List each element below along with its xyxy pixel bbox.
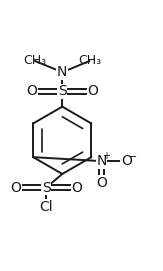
Text: O: O [121, 154, 132, 168]
Text: O: O [87, 85, 98, 98]
Text: CH₃: CH₃ [78, 54, 101, 67]
Text: O: O [71, 180, 82, 195]
Text: S: S [58, 85, 67, 98]
Text: O: O [96, 176, 107, 190]
Text: Cl: Cl [39, 200, 53, 214]
Text: S: S [42, 180, 51, 195]
Text: O: O [10, 180, 21, 195]
Text: CH₃: CH₃ [23, 54, 47, 67]
Text: N: N [96, 154, 107, 168]
Text: −: − [128, 152, 137, 162]
Text: +: + [102, 151, 110, 161]
Text: O: O [26, 85, 37, 98]
Text: N: N [57, 65, 67, 79]
